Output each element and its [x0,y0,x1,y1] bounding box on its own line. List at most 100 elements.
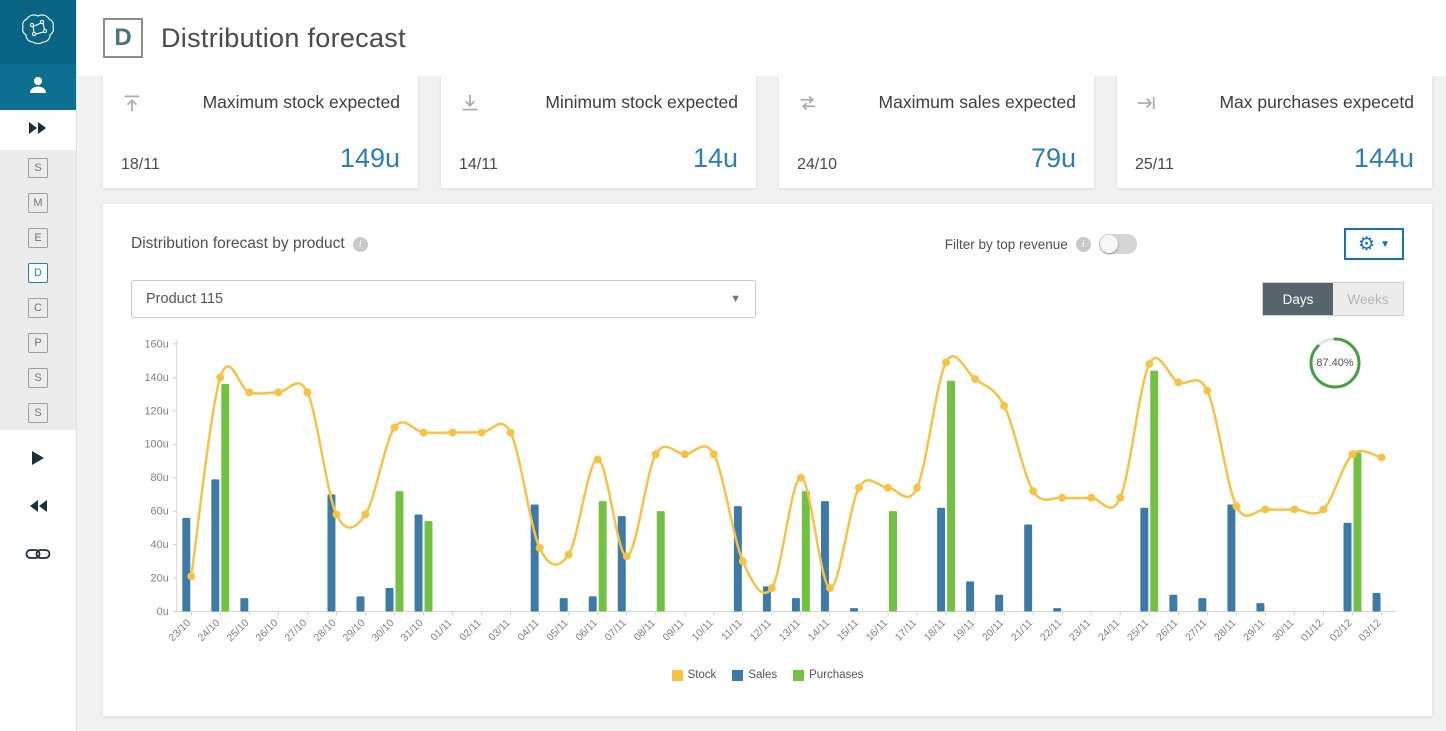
sidebar-item-c[interactable]: C [0,290,76,325]
product-select-value: Product 115 [146,291,224,307]
legend-item-stock[interactable]: Stock [671,669,716,681]
svg-text:30/10: 30/10 [370,618,396,644]
svg-text:04/11: 04/11 [516,618,542,644]
svg-text:17/11: 17/11 [893,618,919,644]
svg-text:60u: 60u [151,506,169,518]
sidebar-item-d-active[interactable]: D [0,255,76,290]
controls-row: Product 115 ▼ Days Weeks [131,280,1404,318]
sidebar-item-e[interactable]: E [0,220,76,255]
svg-text:28/10: 28/10 [312,618,338,644]
kpi-card-max-stock: Maximum stock expected 18/11 149u [103,76,418,188]
svg-text:26/10: 26/10 [254,618,280,644]
svg-text:01/11: 01/11 [429,618,455,644]
svg-text:26/11: 26/11 [1155,618,1181,644]
svg-text:07/11: 07/11 [603,618,629,644]
svg-text:06/11: 06/11 [574,618,600,644]
svg-text:10/11: 10/11 [690,618,716,644]
svg-text:30/11: 30/11 [1271,618,1297,644]
rewind-icon[interactable] [20,494,56,518]
svg-text:03/11: 03/11 [487,618,513,644]
stock-swatch [671,669,683,681]
svg-text:02/12: 02/12 [1328,618,1354,644]
progress-gauge: 87.40% [1306,334,1364,392]
chevron-down-icon: ▼ [1380,238,1390,250]
days-button[interactable]: Days [1263,283,1333,315]
fast-forward-icon [27,121,49,140]
sidebar-item-s2[interactable]: S [0,360,76,395]
page-content: Maximum stock expected 18/11 149u [77,76,1446,731]
svg-text:31/10: 31/10 [399,618,425,644]
sidebar-item-s[interactable]: S [0,150,76,185]
kpi-title: Max purchases expecetd [1219,92,1414,112]
svg-text:24/11: 24/11 [1097,618,1123,644]
svg-text:23/11: 23/11 [1068,618,1094,644]
weeks-button[interactable]: Weeks [1333,283,1403,315]
svg-text:40u: 40u [151,539,169,551]
sidebar-item-p[interactable]: P [0,325,76,360]
svg-text:80u: 80u [151,472,169,484]
stock-max-icon [121,92,143,119]
topbar: D Distribution forecast [77,0,1446,76]
kpi-title: Minimum stock expected [545,92,738,112]
info-icon[interactable]: i [1075,236,1091,252]
svg-text:160u: 160u [144,338,168,350]
svg-text:28/11: 28/11 [1213,618,1239,644]
sales-swatch [732,669,744,681]
svg-text:29/10: 29/10 [341,618,367,644]
legend-item-purchases[interactable]: Purchases [793,669,863,681]
svg-text:25/11: 25/11 [1126,618,1152,644]
gear-icon: ⚙ [1358,233,1376,255]
kpi-date: 14/11 [459,156,498,173]
svg-text:16/11: 16/11 [864,618,890,644]
svg-text:140u: 140u [144,372,168,384]
svg-text:08/11: 08/11 [632,618,658,644]
user-menu[interactable] [0,64,76,110]
sidebar-item-m[interactable]: M [0,185,76,220]
link-icon[interactable] [20,542,56,566]
kpi-value: 14u [692,143,738,173]
gauge-label: 87.40% [1316,357,1354,369]
svg-text:12/11: 12/11 [748,618,774,644]
svg-text:09/11: 09/11 [661,618,687,644]
main-area: D Distribution forecast Maximum stock ex… [77,0,1446,731]
svg-text:25/10: 25/10 [225,618,251,644]
filter-label: Filter by top revenue [944,236,1068,252]
sidebar: S M E D C P S S [0,0,77,731]
sidebar-item-label: E [28,227,48,248]
sidebar-item-s3[interactable]: S [0,395,76,430]
user-icon [27,74,49,101]
svg-text:120u: 120u [144,405,168,417]
play-icon[interactable] [20,446,56,470]
sidebar-item-forward[interactable] [0,110,76,150]
toggle-knob [1099,235,1118,253]
panel-title: Distribution forecast by product [131,235,345,252]
svg-text:13/11: 13/11 [777,618,803,644]
brand-logo[interactable] [0,0,76,64]
settings-button[interactable]: ⚙ ▼ [1344,228,1404,260]
sidebar-nav: S M E D C P S S [0,110,76,430]
kpi-value: 144u [1353,143,1414,173]
kpi-title: Maximum stock expected [202,92,400,112]
forecast-chart: 0u 20u 40u 60u 80u 100u 120u 140u 160u 23/10 24/10… [144,338,1397,644]
kpi-date: 24/10 [797,156,838,173]
legend-label: Purchases [809,669,864,682]
sidebar-item-label: C [28,297,48,318]
kpi-date: 25/11 [1135,156,1174,173]
kpi-value: 79u [1030,143,1076,173]
svg-text:27/11: 27/11 [1184,618,1210,644]
svg-text:05/11: 05/11 [545,618,571,644]
chart-legend: Stock Sales Purchases [131,669,1404,681]
product-select[interactable]: Product 115 ▼ [131,280,756,318]
kpi-title: Maximum sales expected [878,92,1076,112]
svg-text:20u: 20u [151,572,169,584]
filter-toggle[interactable] [1098,234,1137,254]
granularity-toggle: Days Weeks [1262,282,1404,316]
svg-text:22/11: 22/11 [1039,618,1065,644]
info-icon[interactable]: i [352,236,368,252]
svg-text:01/12: 01/12 [1299,618,1325,644]
legend-item-sales[interactable]: Sales [732,669,777,681]
legend-label: Sales [748,669,778,682]
svg-text:19/11: 19/11 [952,618,978,644]
svg-text:24/10: 24/10 [196,618,222,644]
